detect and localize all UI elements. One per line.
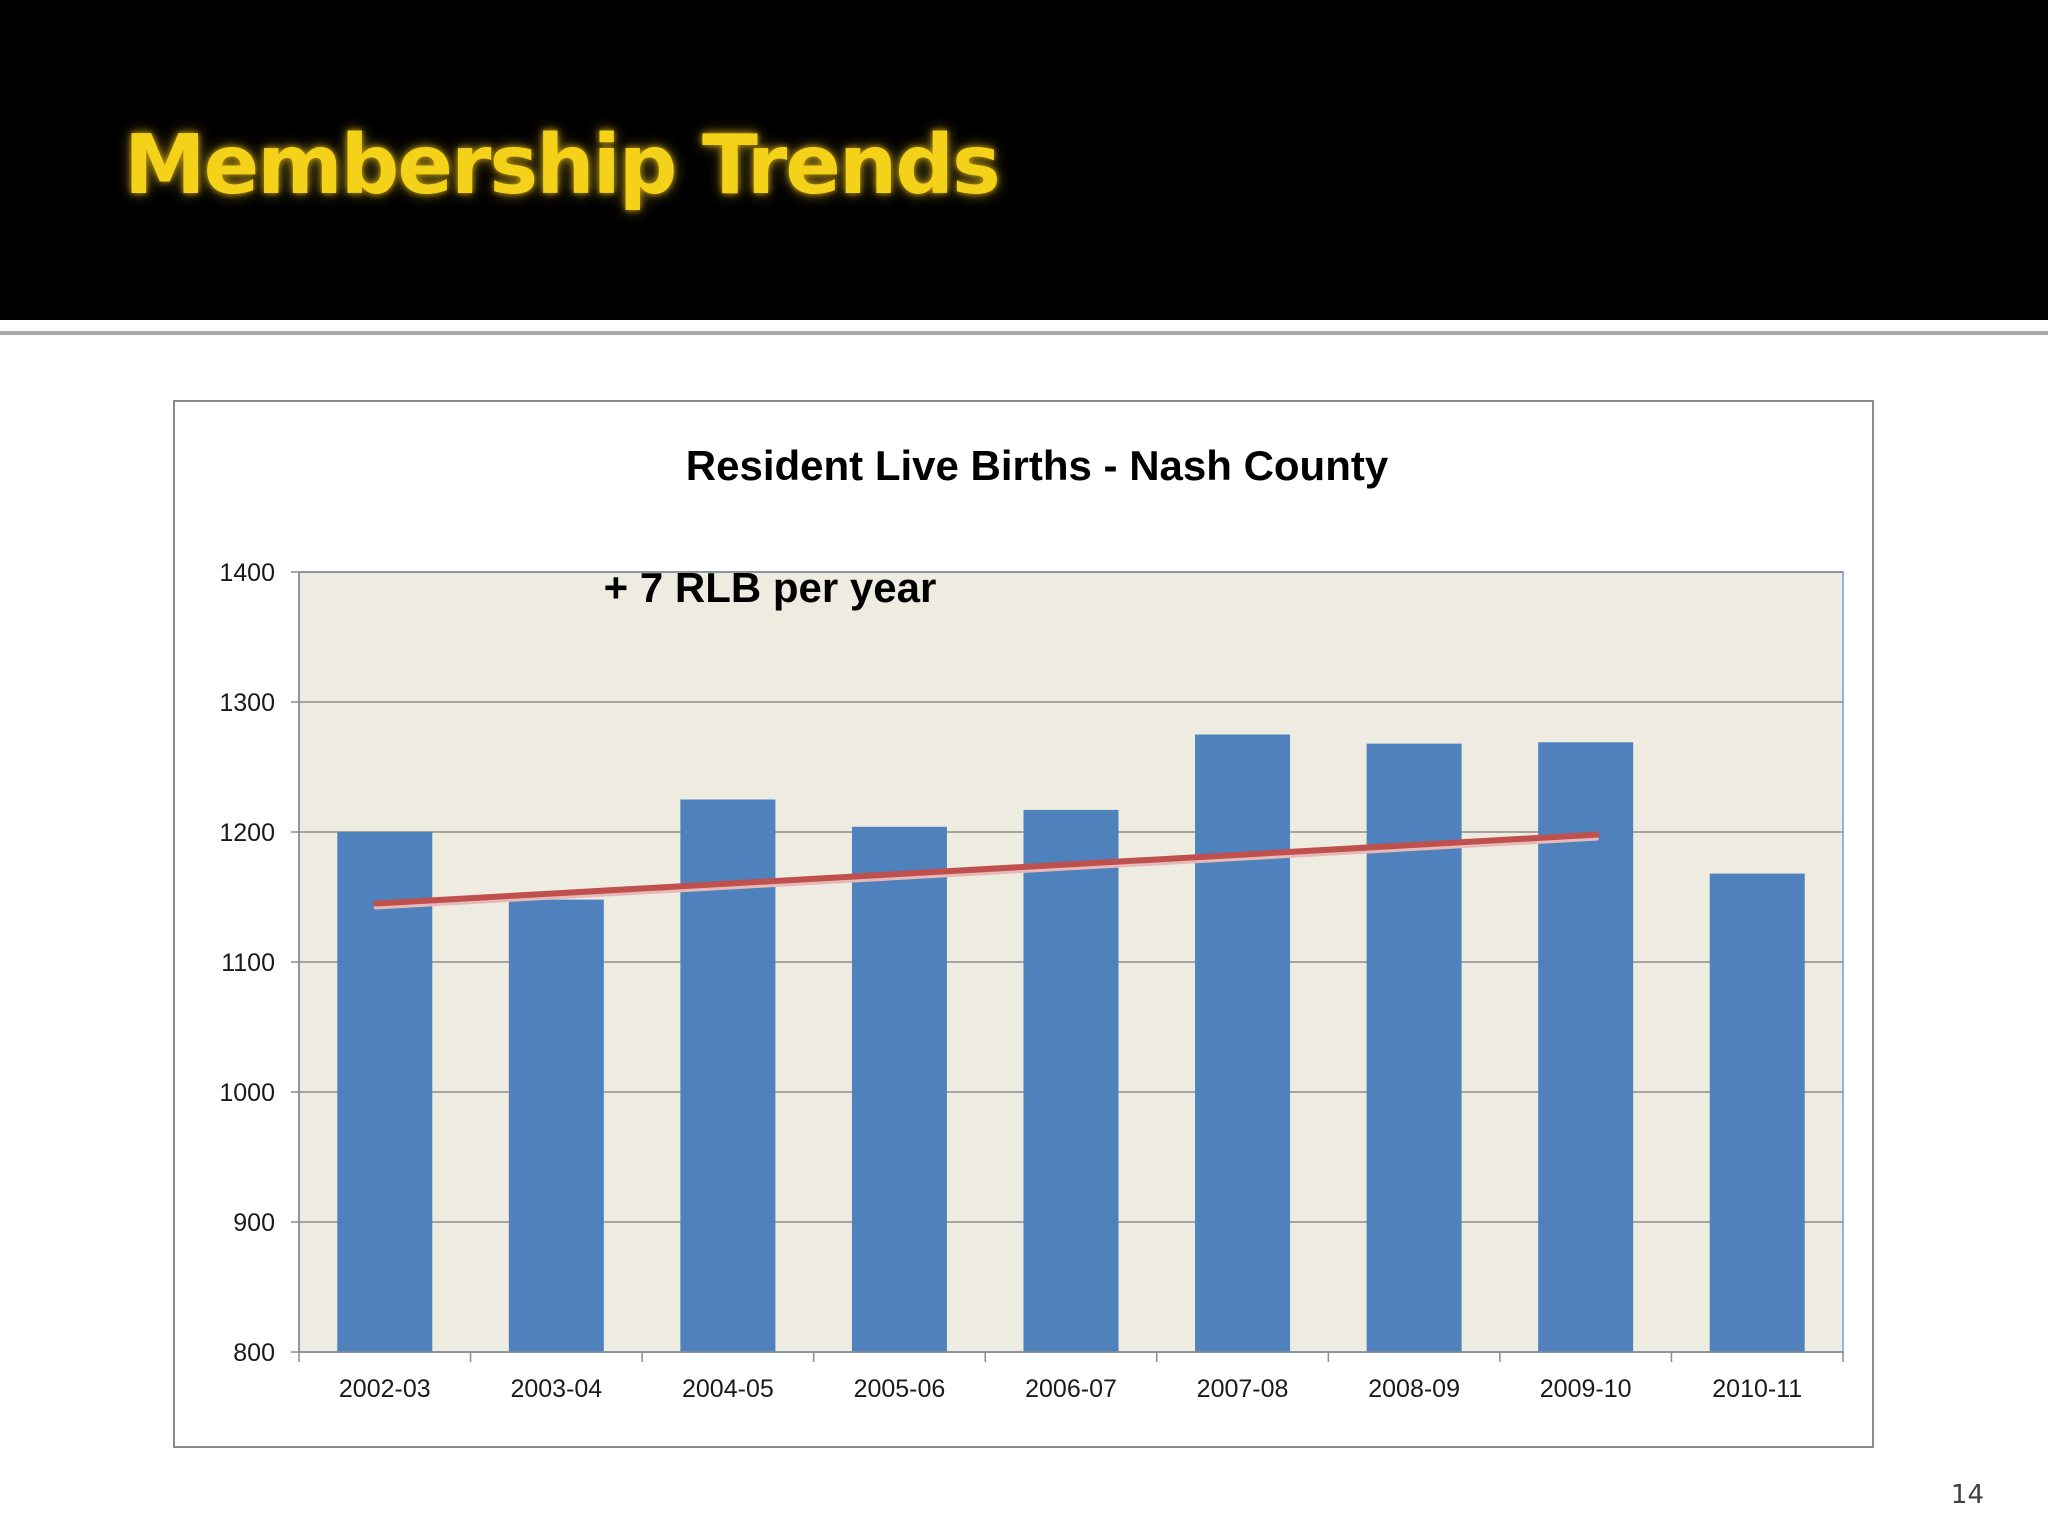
bar-2006-07 <box>1023 809 1119 1352</box>
trendline <box>372 831 1600 907</box>
x-tick-label: 2010-11 <box>1712 1375 1802 1403</box>
x-tick-label: 2004-05 <box>682 1375 774 1403</box>
y-tick-label: 800 <box>233 1339 275 1367</box>
x-tick-label: 2003-04 <box>510 1375 602 1403</box>
x-tick-label: 2008-09 <box>1368 1375 1460 1403</box>
chart-annotation: + 7 RLB per year <box>604 564 937 611</box>
trendline-group <box>372 831 1600 910</box>
y-tick-label: 1400 <box>219 559 275 587</box>
x-tick-label: 2006-07 <box>1025 1375 1117 1403</box>
bars <box>337 734 1805 1352</box>
x-tick-label: 2005-06 <box>854 1375 946 1403</box>
bar-chart: 800 900 1000 1100 1200 1300 1400 2002-03 2003-04… <box>219 442 1844 1403</box>
bar-2008-09 <box>1366 743 1462 1352</box>
y-tick-label: 1200 <box>219 819 275 847</box>
slide-title: Membership Trends <box>124 118 1001 213</box>
header-band <box>0 0 2048 320</box>
chart-container: 800 900 1000 1100 1200 1300 1400 2002-03 2003-04… <box>173 400 1874 1448</box>
bar-2010-11 <box>1709 873 1805 1352</box>
header-divider <box>0 331 2048 335</box>
y-tick-label: 900 <box>233 1209 275 1237</box>
x-tick-label: 2007-08 <box>1197 1375 1289 1403</box>
page-number: 14 <box>1950 1480 1984 1510</box>
x-tick-label: 2009-10 <box>1540 1375 1632 1403</box>
bar-2002-03 <box>337 832 433 1352</box>
bar-2007-08 <box>1195 734 1291 1352</box>
bar-2004-05 <box>680 799 776 1352</box>
bar-2005-06 <box>851 826 947 1352</box>
axes: 800 900 1000 1100 1200 1300 1400 2002-03 2003-04… <box>219 559 1844 1403</box>
y-tick-label: 1300 <box>219 689 275 717</box>
y-tick-label: 1100 <box>221 949 275 977</box>
y-tick-label: 1000 <box>219 1079 275 1107</box>
trendline-highlight <box>373 836 1599 910</box>
x-tick-label: 2002-03 <box>339 1375 431 1403</box>
bar-2009-10 <box>1538 742 1634 1352</box>
chart-title: Resident Live Births - Nash County <box>686 442 1389 489</box>
bar-2003-04 <box>508 899 604 1352</box>
